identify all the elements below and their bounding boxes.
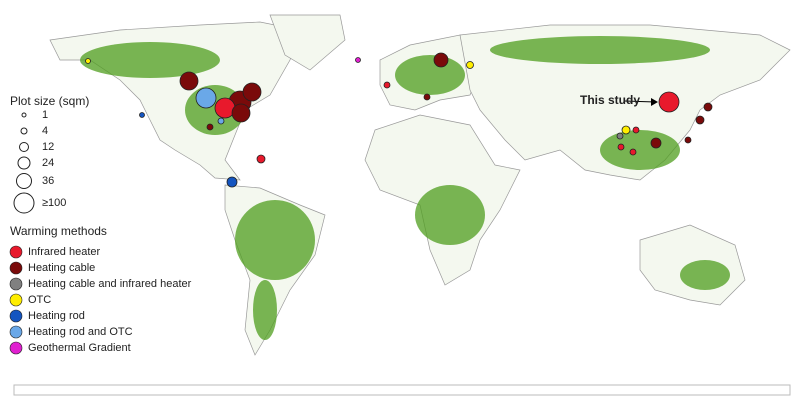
method-swatch: [9, 245, 23, 259]
method-label: Heating rod: [28, 310, 85, 322]
size-label: 36: [42, 175, 54, 187]
size-legend-title: Plot size (sqm): [10, 94, 89, 108]
size-label: ≥100: [42, 197, 66, 209]
method-swatch: [9, 309, 23, 323]
method-label: Heating cable and infrared heater: [28, 278, 192, 290]
size-swatch: [16, 173, 32, 189]
size-swatch: [17, 156, 31, 170]
size-label: 12: [42, 141, 54, 153]
method-label: Geothermal Gradient: [28, 342, 131, 354]
method-swatch: [9, 277, 23, 291]
method-label: Heating cable: [28, 262, 95, 274]
annotation: This study: [580, 93, 640, 107]
arrow-head: [651, 98, 658, 106]
size-label: 4: [42, 125, 48, 137]
method-label: OTC: [28, 294, 51, 306]
frame: [13, 384, 791, 396]
method-label: Heating rod and OTC: [28, 326, 133, 338]
method-label: Infrared heater: [28, 246, 100, 258]
size-label: 1: [42, 109, 48, 121]
method-swatch: [9, 261, 23, 275]
arrow: [624, 100, 657, 103]
size-label: 24: [42, 157, 54, 169]
method-swatch: [9, 293, 23, 307]
size-swatch: [13, 192, 35, 214]
size-swatch: [21, 112, 27, 118]
size-swatch: [19, 142, 29, 152]
method-swatch: [9, 325, 23, 339]
size-swatch: [20, 127, 28, 135]
study-sites: [85, 52, 713, 188]
method-swatch: [9, 341, 23, 355]
method-legend-title: Warming methods: [10, 224, 107, 238]
